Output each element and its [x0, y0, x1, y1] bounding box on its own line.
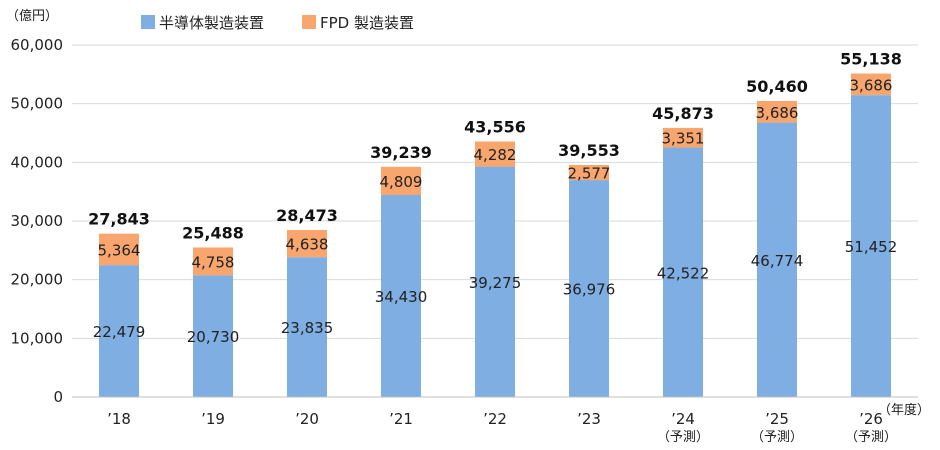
data-label-semiconductor: 36,976	[563, 281, 616, 299]
total-label: 28,473	[276, 206, 338, 225]
bar-fpd	[287, 229, 327, 258]
data-label-semiconductor: 51,452	[845, 238, 898, 256]
data-label-semiconductor: 22,479	[93, 323, 146, 341]
data-label-semiconductor: 42,522	[657, 264, 710, 282]
data-label-semiconductor: 46,774	[751, 252, 804, 270]
bar-semiconductor	[381, 195, 421, 397]
y-axis: 0 10,000 20,000 30,000 40,000 50,000 60,000	[11, 36, 64, 406]
data-label-semiconductor: 34,430	[375, 288, 428, 306]
data-label-semiconductor: 23,835	[281, 319, 334, 337]
legend-swatch-semiconductor	[141, 15, 155, 29]
bar-semiconductor	[99, 265, 139, 397]
data-label-fpd: 5,364	[98, 241, 141, 259]
bar-semiconductor	[287, 257, 327, 397]
x-tick-label: ’22	[483, 410, 507, 428]
data-label-fpd: 3,686	[850, 76, 893, 94]
y-axis-unit-label: （億円）	[6, 8, 58, 24]
total-label: 39,553	[558, 141, 620, 160]
bar-semiconductor	[569, 180, 609, 397]
legend-label-fpd: FPD 製造装置	[320, 14, 414, 32]
data-label-fpd: 3,351	[662, 130, 705, 148]
legend-swatch-fpd	[302, 15, 316, 29]
y-tick-label: 50,000	[11, 95, 64, 113]
x-tick-label: ’18	[107, 410, 131, 428]
y-tick-label: 60,000	[11, 36, 64, 54]
x-tick-sublabel: （予測）	[845, 430, 897, 445]
y-tick-label: 0	[53, 388, 63, 406]
bar-semiconductor	[663, 147, 703, 397]
legend-label-semiconductor: 半導体製造装置	[159, 14, 264, 32]
total-label: 45,873	[652, 104, 714, 123]
bar-fpd	[569, 164, 609, 181]
bar-fpd	[663, 127, 703, 148]
x-tick-label: ’26	[859, 410, 883, 428]
y-tick-label: 20,000	[11, 271, 64, 289]
total-label: 39,239	[370, 143, 432, 162]
x-axis-unit-label: （年度）	[878, 402, 930, 418]
x-tick-label: ’21	[389, 410, 413, 428]
data-label-fpd: 2,577	[568, 165, 611, 183]
total-label: 27,843	[88, 210, 150, 229]
bar-fpd	[851, 73, 891, 96]
total-label: 50,460	[746, 77, 808, 96]
data-label-fpd: 4,758	[192, 253, 235, 271]
bar-semiconductor	[851, 95, 891, 398]
total-label: 55,138	[840, 50, 902, 69]
bar-fpd	[381, 166, 421, 196]
data-label-fpd: 4,638	[286, 236, 329, 254]
x-tick-label: ’19	[201, 410, 225, 428]
x-tick-label: ’24	[671, 410, 695, 428]
bar-semiconductor	[475, 166, 515, 397]
bars: 22,479 5,364 27,843 20,730 4,758 25,488 23,835…	[88, 50, 902, 398]
x-tick-sublabel: （予測）	[751, 430, 803, 445]
y-tick-label: 10,000	[11, 329, 64, 347]
legend: 半導体製造装置 FPD 製造装置	[141, 14, 414, 32]
bar-semiconductor	[757, 122, 797, 398]
total-label: 43,556	[464, 117, 526, 136]
bar-fpd	[475, 141, 515, 167]
x-axis: ’18 ’19 ’20 ’21 ’22 ’23 ’24 （予測） ’25 （予測） ’26 （予測）	[72, 396, 918, 445]
bar-fpd	[99, 233, 139, 266]
x-tick-sublabel: （予測）	[657, 430, 709, 445]
data-label-fpd: 4,809	[380, 173, 423, 191]
bar-semiconductor	[193, 275, 233, 397]
y-tick-label: 30,000	[11, 212, 64, 230]
x-tick-label: ’25	[765, 410, 789, 428]
data-label-fpd: 4,282	[474, 146, 517, 164]
data-label-semiconductor: 39,275	[469, 274, 522, 292]
bar-fpd	[757, 100, 797, 123]
total-label: 25,488	[182, 223, 244, 242]
data-label-fpd: 3,686	[756, 104, 799, 122]
x-tick-label: ’20	[295, 410, 319, 428]
x-tick-label: ’23	[577, 410, 601, 428]
data-label-semiconductor: 20,730	[187, 328, 240, 346]
bar-fpd	[193, 247, 233, 276]
y-tick-label: 40,000	[11, 153, 64, 171]
